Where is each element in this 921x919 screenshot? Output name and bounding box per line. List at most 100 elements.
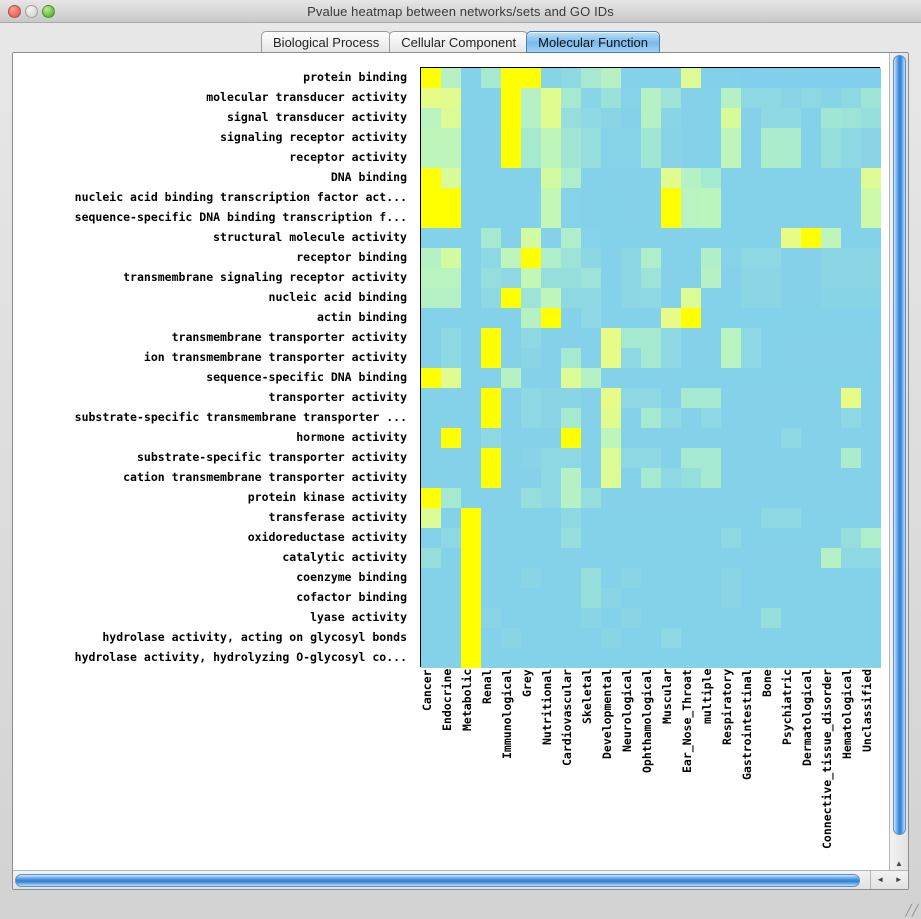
heatmap-cell[interactable] [821, 288, 841, 308]
heatmap-cell[interactable] [741, 288, 761, 308]
heatmap-cell[interactable] [841, 508, 861, 528]
heatmap-cell[interactable] [641, 648, 661, 668]
heatmap-cell[interactable] [821, 408, 841, 428]
heatmap-cell[interactable] [801, 628, 821, 648]
heatmap-cell[interactable] [661, 468, 681, 488]
heatmap-cell[interactable] [761, 388, 781, 408]
heatmap-cell[interactable] [461, 208, 481, 228]
heatmap-cell[interactable] [621, 88, 641, 108]
heatmap-cell[interactable] [641, 628, 661, 648]
heatmap-cell[interactable] [481, 308, 501, 328]
heatmap-cell[interactable] [481, 268, 501, 288]
heatmap-cell[interactable] [541, 388, 561, 408]
heatmap-cell[interactable] [581, 208, 601, 228]
heatmap-cell[interactable] [781, 408, 801, 428]
heatmap-cell[interactable] [661, 588, 681, 608]
heatmap-cell[interactable] [841, 288, 861, 308]
heatmap-cell[interactable] [681, 348, 701, 368]
heatmap-cell[interactable] [561, 168, 581, 188]
heatmap-cell[interactable] [741, 608, 761, 628]
heatmap-cell[interactable] [661, 308, 681, 328]
heatmap-cell[interactable] [861, 388, 881, 408]
heatmap-cell[interactable] [661, 548, 681, 568]
heatmap-cell[interactable] [521, 388, 541, 408]
heatmap-cell[interactable] [521, 208, 541, 228]
heatmap-cell[interactable] [761, 348, 781, 368]
heatmap-cell[interactable] [601, 268, 621, 288]
heatmap-cell[interactable] [561, 588, 581, 608]
heatmap-cell[interactable] [621, 408, 641, 428]
heatmap-cell[interactable] [481, 108, 501, 128]
heatmap-cell[interactable] [681, 508, 701, 528]
heatmap-cell[interactable] [741, 328, 761, 348]
heatmap-cell[interactable] [441, 608, 461, 628]
heatmap-cell[interactable] [521, 308, 541, 328]
heatmap-cell[interactable] [821, 568, 841, 588]
heatmap-cell[interactable] [541, 208, 561, 228]
heatmap-cell[interactable] [421, 208, 441, 228]
heatmap-cell[interactable] [701, 468, 721, 488]
heatmap-cell[interactable] [861, 308, 881, 328]
heatmap-cell[interactable] [421, 188, 441, 208]
heatmap-cell[interactable] [441, 148, 461, 168]
heatmap-cell[interactable] [601, 148, 621, 168]
heatmap-cell[interactable] [701, 448, 721, 468]
heatmap-cell[interactable] [601, 168, 621, 188]
heatmap-cell[interactable] [681, 128, 701, 148]
heatmap-cell[interactable] [581, 488, 601, 508]
heatmap-cell[interactable] [641, 388, 661, 408]
heatmap-cell[interactable] [761, 568, 781, 588]
heatmap-cell[interactable] [741, 468, 761, 488]
heatmap-cell[interactable] [461, 588, 481, 608]
heatmap-cell[interactable] [521, 488, 541, 508]
heatmap-cell[interactable] [741, 308, 761, 328]
heatmap-cell[interactable] [581, 568, 601, 588]
heatmap-cell[interactable] [461, 148, 481, 168]
heatmap-cell[interactable] [421, 168, 441, 188]
heatmap-cell[interactable] [421, 428, 441, 448]
heatmap-cell[interactable] [761, 248, 781, 268]
heatmap-cell[interactable] [601, 628, 621, 648]
heatmap-cell[interactable] [561, 428, 581, 448]
heatmap-cell[interactable] [661, 148, 681, 168]
heatmap-cell[interactable] [761, 608, 781, 628]
heatmap-cell[interactable] [421, 308, 441, 328]
heatmap-cell[interactable] [481, 388, 501, 408]
heatmap-cell[interactable] [741, 528, 761, 548]
heatmap-cell[interactable] [581, 88, 601, 108]
heatmap-cell[interactable] [541, 108, 561, 128]
heatmap-cell[interactable] [781, 108, 801, 128]
heatmap-cell[interactable] [661, 608, 681, 628]
heatmap-cell[interactable] [681, 248, 701, 268]
heatmap-cell[interactable] [441, 568, 461, 588]
heatmap-cell[interactable] [421, 368, 441, 388]
heatmap-cell[interactable] [801, 528, 821, 548]
heatmap-cell[interactable] [721, 628, 741, 648]
heatmap-cell[interactable] [621, 448, 641, 468]
heatmap-cell[interactable] [541, 428, 561, 448]
heatmap-cell[interactable] [601, 368, 621, 388]
heatmap-cell[interactable] [581, 648, 601, 668]
heatmap-cell[interactable] [721, 468, 741, 488]
heatmap-cell[interactable] [721, 308, 741, 328]
heatmap-cell[interactable] [461, 508, 481, 528]
heatmap-cell[interactable] [601, 408, 621, 428]
heatmap-cell[interactable] [761, 428, 781, 448]
heatmap-cell[interactable] [481, 608, 501, 628]
heatmap-cell[interactable] [841, 308, 861, 328]
heatmap-cell[interactable] [641, 608, 661, 628]
heatmap-cell[interactable] [461, 568, 481, 588]
heatmap-cell[interactable] [441, 168, 461, 188]
heatmap-cell[interactable] [461, 328, 481, 348]
scroll-right-icon[interactable]: ► [894, 875, 903, 884]
heatmap-cell[interactable] [661, 408, 681, 428]
heatmap-cell[interactable] [841, 628, 861, 648]
heatmap-cell[interactable] [841, 148, 861, 168]
heatmap-cell[interactable] [441, 128, 461, 148]
heatmap-cell[interactable] [681, 148, 701, 168]
heatmap-cell[interactable] [801, 348, 821, 368]
heatmap-cell[interactable] [441, 408, 461, 428]
heatmap-cell[interactable] [661, 648, 681, 668]
heatmap-cell[interactable] [561, 468, 581, 488]
heatmap-cell[interactable] [581, 588, 601, 608]
